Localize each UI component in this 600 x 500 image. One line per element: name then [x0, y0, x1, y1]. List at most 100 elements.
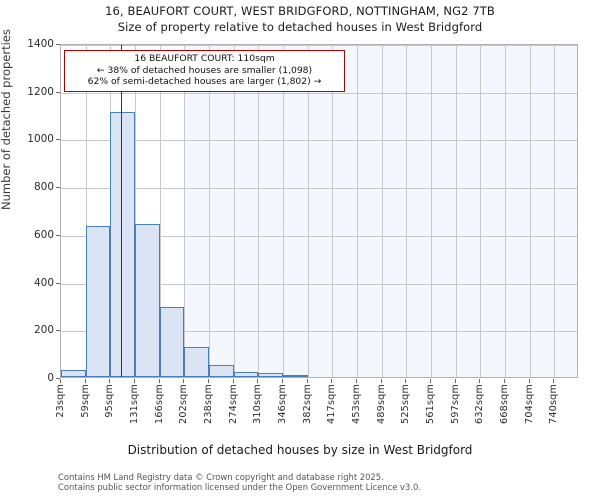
x-axis-tick-mark [529, 379, 530, 383]
x-axis-tick-mark [405, 379, 406, 383]
x-axis-tick-label: 274sqm [227, 384, 239, 424]
gridline-horizontal [61, 283, 577, 285]
x-axis-tick-mark [430, 379, 431, 383]
gridline-horizontal [61, 331, 577, 333]
histogram-bar [234, 372, 258, 377]
x-axis-tick-label: 740sqm [548, 384, 560, 424]
gridline-vertical [554, 45, 555, 377]
x-axis-tick-mark [134, 379, 135, 383]
x-axis-tick-mark [504, 379, 505, 383]
gridline-vertical [283, 45, 284, 377]
gridline-horizontal [61, 188, 577, 190]
y-axis-tick-label: 1000 [27, 133, 54, 146]
y-axis-tick-label: 1200 [27, 85, 54, 98]
x-axis-title: Distribution of detached houses by size … [127, 443, 473, 457]
x-axis-tick-label: 23sqm [55, 384, 66, 418]
footer-attribution: Contains HM Land Registry data © Crown c… [58, 472, 421, 492]
histogram-bar [209, 365, 234, 377]
property-size-marker-line [120, 45, 123, 377]
x-axis-tick-mark [85, 379, 86, 383]
gridline-horizontal [61, 235, 577, 237]
histogram-bar [86, 225, 110, 377]
x-axis-tick-mark [455, 379, 456, 383]
x-axis-tick-label: 597sqm [449, 384, 461, 424]
y-axis-tick-label: 800 [33, 181, 54, 194]
gridline-vertical [431, 45, 432, 377]
gridline-vertical [135, 45, 136, 377]
histogram-bar [135, 224, 160, 377]
x-axis-tick-label: 131sqm [129, 384, 140, 424]
x-axis-tick-label: 59sqm [79, 384, 91, 418]
x-axis-tick-label: 453sqm [351, 384, 362, 424]
gridline-vertical [209, 45, 210, 377]
y-axis-tick-label: 600 [33, 228, 54, 241]
gridline-horizontal [61, 92, 577, 94]
x-axis-tick-label: 489sqm [375, 384, 387, 424]
y-axis-tick-label: 0 [47, 372, 54, 384]
x-axis-tick-mark [356, 379, 357, 383]
histogram-bar [160, 306, 184, 377]
x-axis-tick-mark [208, 379, 209, 383]
y-axis-tick-mark [56, 44, 60, 45]
gridline-vertical [332, 45, 333, 377]
y-axis-tick-mark [56, 139, 60, 141]
chart-title-block: 16, BEAUFORT COURT, WEST BRIDGFORD, NOTT… [0, 3, 600, 35]
y-axis-tick-mark [56, 234, 60, 236]
y-axis-tick-mark [56, 330, 60, 332]
gridline-vertical [406, 45, 407, 377]
gridline-vertical [456, 45, 457, 377]
chart-title-line-2: Size of property relative to detached ho… [117, 20, 483, 34]
x-axis-tick-label: 382sqm [301, 384, 313, 424]
x-axis-tick-mark [257, 379, 258, 383]
gridline-vertical [160, 45, 161, 377]
x-axis-tick-label: 525sqm [400, 384, 412, 424]
x-axis-tick-label: 310sqm [252, 384, 264, 424]
x-axis-tick-mark [331, 379, 332, 383]
gridline-vertical [530, 45, 531, 377]
gridline-horizontal [61, 140, 577, 142]
y-axis-tick-mark [56, 91, 60, 93]
x-axis-tick-mark [183, 379, 184, 383]
x-axis-tick-label: 95sqm [104, 384, 116, 418]
y-axis-tick-mark [56, 187, 60, 189]
x-axis-tick-label: 238sqm [203, 384, 214, 424]
y-axis-title: Number of detached properties [0, 29, 13, 210]
annotation-property-size: 16 BEAUFORT COURT: 110sqm [134, 53, 275, 64]
footer-line-1: Contains HM Land Registry data © Crown c… [58, 472, 384, 482]
x-axis-tick-mark [381, 379, 382, 383]
y-axis-tick-label: 200 [33, 324, 54, 337]
x-axis-tick-mark [479, 379, 480, 383]
x-axis-tick-mark [109, 379, 110, 383]
x-axis-tick-mark [553, 379, 554, 383]
footer-line-2: Contains public sector information licen… [58, 482, 421, 492]
histogram-bar [283, 375, 308, 377]
y-axis-tick-label: 400 [33, 276, 54, 289]
y-axis-tick-mark [56, 378, 60, 379]
gridline-vertical [258, 45, 259, 377]
y-axis-tick-label: 1400 [27, 38, 54, 50]
gridline-vertical [382, 45, 383, 377]
x-axis-tick-mark [307, 379, 308, 383]
plot-area [60, 44, 578, 378]
histogram-bar [258, 372, 283, 377]
histogram-bar [61, 369, 86, 377]
x-axis-tick-label: 668sqm [499, 384, 510, 424]
gridline-vertical [505, 45, 506, 377]
x-axis-tick-label: 346sqm [277, 384, 288, 424]
annotation-smaller-pct: ← 38% of detached houses are smaller (1,… [96, 64, 313, 76]
histogram-bar [184, 347, 209, 377]
x-axis-tick-label: 417sqm [326, 384, 338, 424]
x-axis-tick-mark [159, 379, 160, 383]
x-axis-tick-label: 632sqm [474, 384, 486, 424]
chart-title-line-1: 16, BEAUFORT COURT, WEST BRIDGFORD, NOTT… [105, 4, 495, 18]
gridline-horizontal [61, 45, 577, 46]
x-axis-tick-label: 166sqm [153, 384, 165, 424]
gridline-vertical [357, 45, 358, 377]
annotation-larger-pct: 62% of semi-detached houses are larger (… [87, 76, 322, 87]
x-axis-tick-label: 704sqm [523, 384, 535, 424]
y-axis-tick-mark [56, 282, 60, 284]
x-axis-tick-mark [60, 379, 61, 383]
x-axis-tick-label: 561sqm [425, 384, 436, 424]
gridline-vertical [86, 45, 87, 377]
